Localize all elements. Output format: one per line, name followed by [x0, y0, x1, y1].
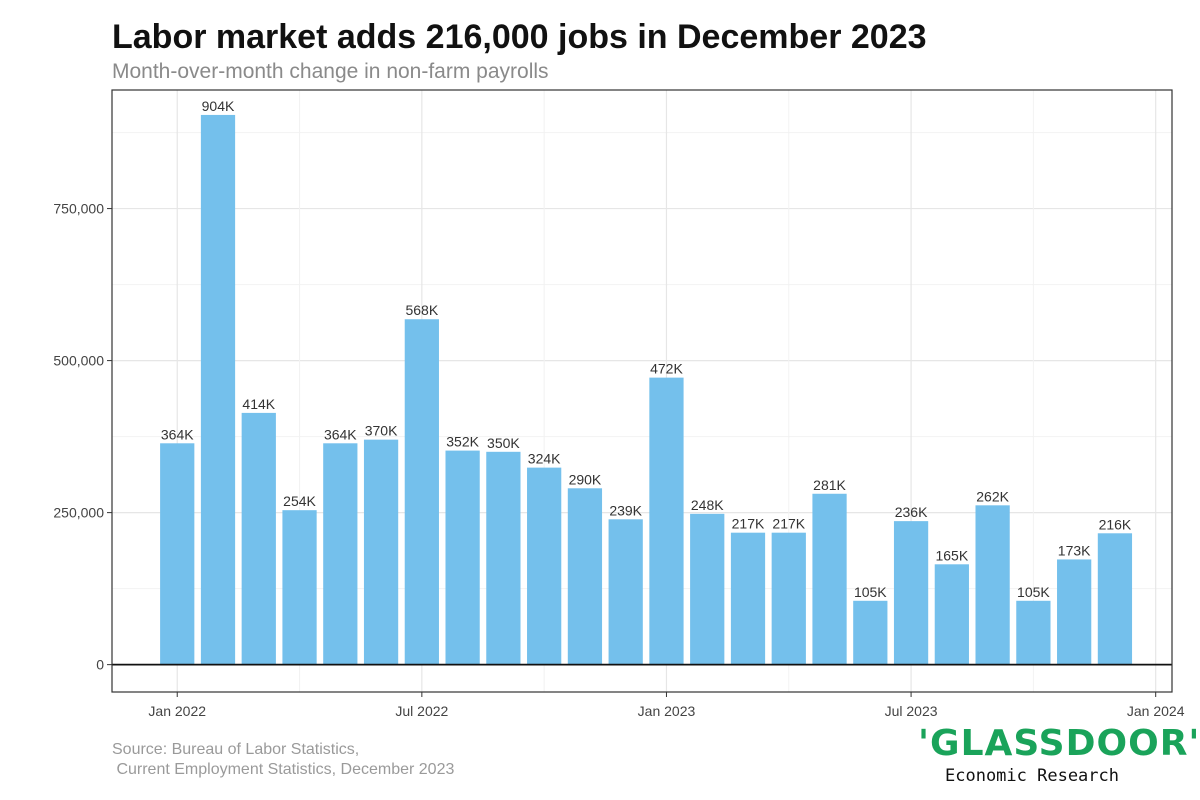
source-line-2: Current Employment Statistics, December … [112, 761, 455, 778]
bars [160, 114, 1133, 665]
chart-subtitle: Month-over-month change in non-farm payr… [112, 60, 549, 83]
x-tick-label: Jul 2023 [885, 703, 938, 719]
data-labels: 364K 904K 414K 254K 364K 370K 568K 352K 350K 324K… [161, 98, 1132, 600]
source-note: Source: Bureau of Labor Statistics, Curr… [112, 740, 454, 780]
data-label-2022-06: 370K [365, 423, 398, 439]
plot-panel-border [111, 89, 1173, 693]
bar-2022-10 [527, 467, 562, 665]
bar-2022-09 [486, 451, 521, 665]
logo-wordmark: 'GLASSDOOR' [918, 723, 1200, 764]
bar-2023-11 [1057, 559, 1092, 665]
data-label-2022-07: 568K [405, 302, 438, 318]
data-label-2023-03: 217K [732, 516, 765, 532]
bar-2022-01 [160, 443, 195, 665]
data-label-2022-04: 254K [283, 493, 316, 509]
data-label-2022-11: 290K [569, 471, 602, 487]
bar-2022-02 [200, 114, 236, 665]
bar-2023-10 [1016, 600, 1051, 665]
data-label-2022-12: 239K [609, 502, 642, 518]
data-label-2022-08: 352K [446, 434, 479, 450]
bar-2023-09 [975, 505, 1010, 665]
data-label-2023-12: 216K [1099, 516, 1132, 532]
bar-2022-07 [404, 319, 439, 665]
bar-2023-12 [1097, 533, 1133, 665]
data-label-2022-02: 904K [202, 98, 235, 114]
data-label-2023-01: 472K [650, 361, 683, 377]
bar-2023-07 [893, 521, 929, 665]
bar-2023-04 [771, 532, 806, 665]
chart-title: Labor market adds 216,000 jobs in Decemb… [112, 18, 927, 56]
bar-2022-12 [608, 519, 643, 665]
logo-tagline: Economic Research [945, 766, 1119, 786]
data-label-2023-02: 248K [691, 497, 724, 513]
data-label-2022-10: 324K [528, 451, 561, 467]
bar-2022-11 [567, 488, 603, 665]
y-tick-label: 0 [96, 657, 104, 673]
bar-2023-03 [730, 532, 766, 665]
y-tick-label: 500,000 [53, 353, 104, 369]
data-label-2023-04: 217K [772, 516, 805, 532]
data-label-2023-11: 173K [1058, 542, 1091, 558]
bar-2022-06 [363, 439, 399, 665]
y-tick-label: 250,000 [53, 505, 104, 521]
bar-2022-03 [241, 412, 276, 665]
data-label-2023-05: 281K [813, 477, 846, 493]
x-tick-label: Jan 2024 [1127, 703, 1185, 719]
bar-2023-05 [812, 493, 847, 665]
axes: 0 250,000 500,000 750,000 Jan 2022 Jul 2022 Ja… [53, 89, 1185, 719]
bar-2023-08 [934, 564, 969, 665]
data-label-2022-05: 364K [324, 426, 357, 442]
glassdoor-logo: 'GLASSDOOR' Economic Research [918, 723, 1200, 787]
data-label-2022-09: 350K [487, 435, 520, 451]
x-tick-label: Jul 2022 [395, 703, 448, 719]
data-label-2023-10: 105K [1017, 584, 1050, 600]
data-label-2023-09: 262K [976, 488, 1009, 504]
x-tick-label: Jan 2022 [148, 703, 206, 719]
source-line-1: Source: Bureau of Labor Statistics, [112, 741, 360, 758]
bar-2023-06 [853, 600, 888, 665]
bar-2022-08 [445, 450, 480, 665]
bar-2022-05 [323, 443, 358, 665]
data-label-2023-07: 236K [895, 504, 928, 520]
y-tick-label: 750,000 [53, 201, 104, 217]
data-label-2022-03: 414K [242, 396, 275, 412]
data-label-2023-06: 105K [854, 584, 887, 600]
x-tick-label: Jan 2023 [638, 703, 696, 719]
bar-2023-02 [690, 513, 725, 665]
data-label-2023-08: 165K [935, 547, 968, 563]
bar-2022-04 [282, 510, 317, 665]
data-label-2022-01: 364K [161, 426, 194, 442]
bar-2023-01 [649, 377, 684, 665]
